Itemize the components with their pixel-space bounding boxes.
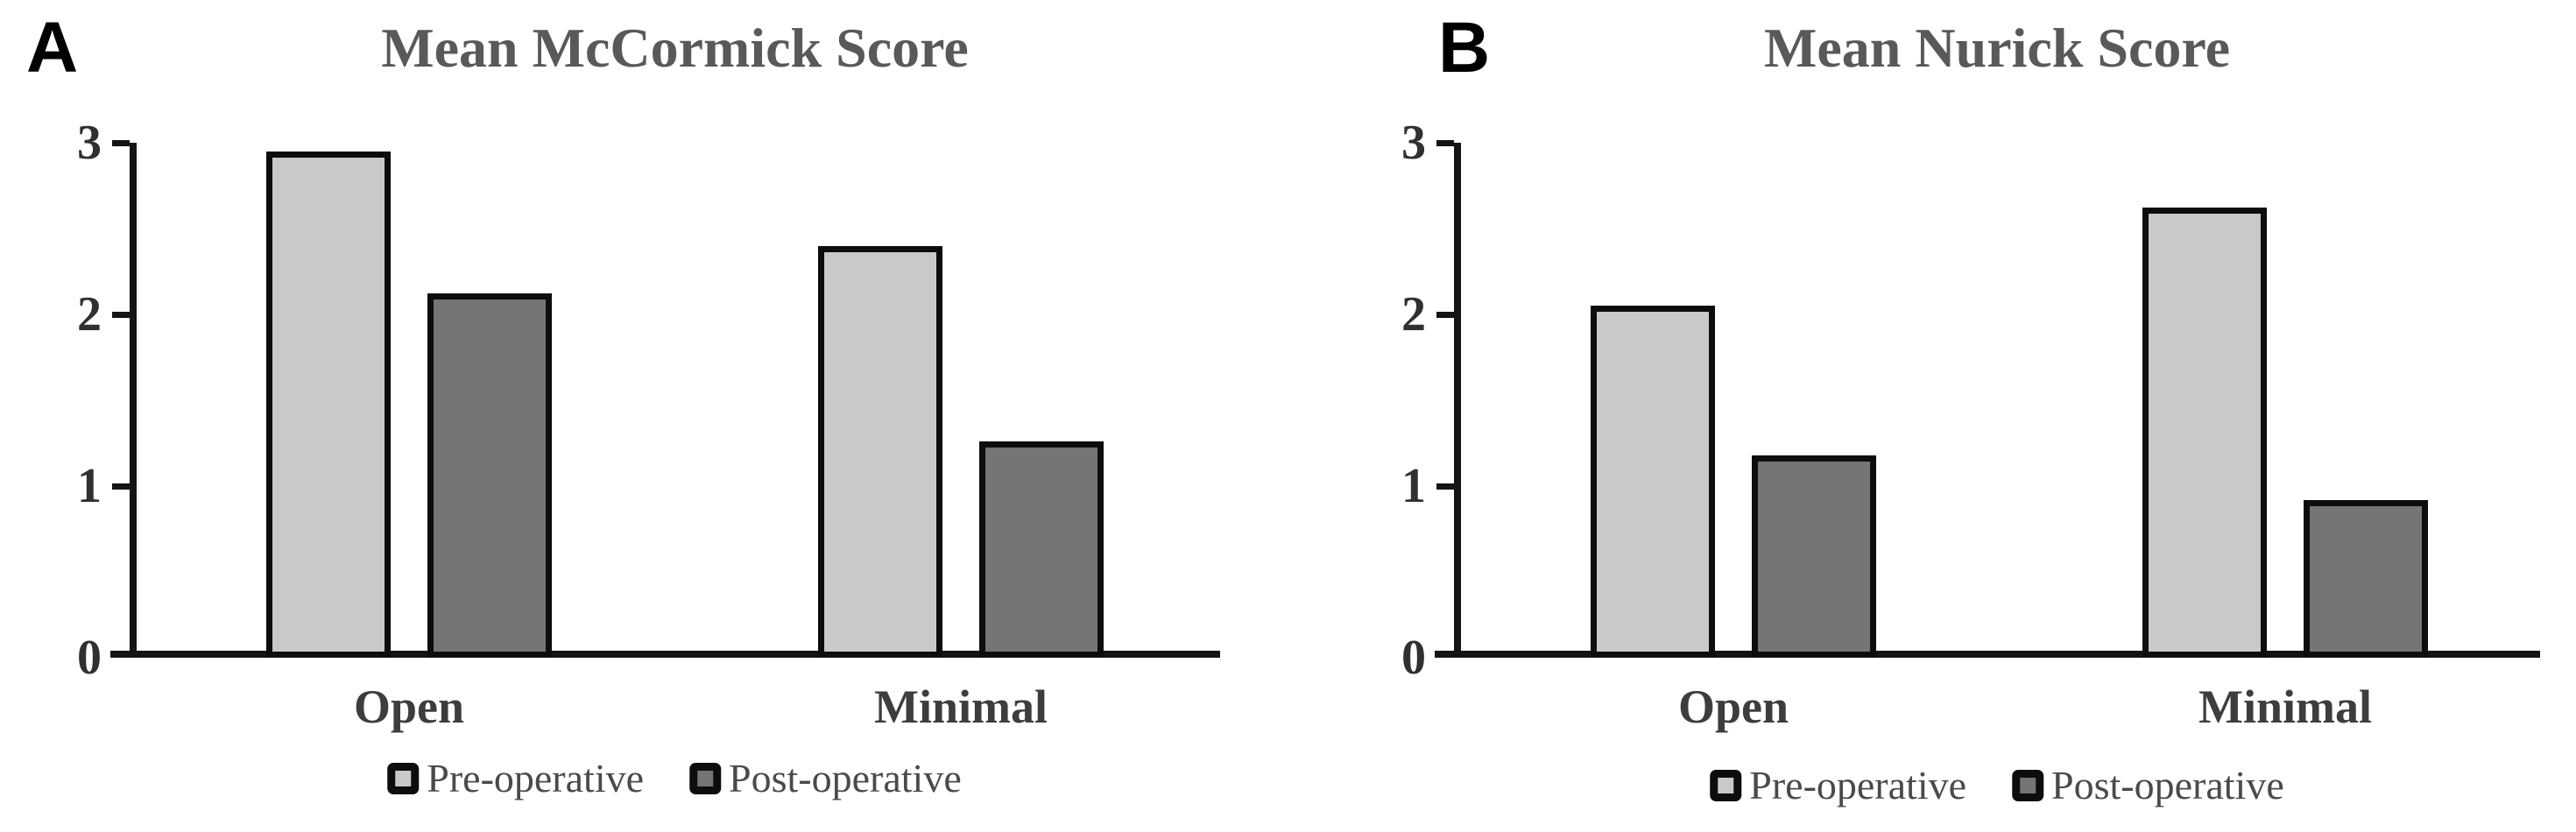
chart-a-legend: Pre-operative Post-operative — [387, 758, 962, 799]
legend-label-post-operative: Post-operative — [729, 756, 962, 800]
bar-post-operative-minimal — [2304, 500, 2428, 658]
y-tick-label-1: 1 — [1401, 459, 1426, 513]
category-label-minimal: Minimal — [874, 680, 1048, 733]
legend-item-post-operative: Post-operative — [2012, 765, 2284, 806]
y-tick-mark-1 — [112, 483, 130, 490]
chart-b-legend: Pre-operative Post-operative — [1710, 765, 2284, 806]
legend-label-pre-operative: Pre-operative — [427, 756, 645, 800]
legend-label-post-operative: Post-operative — [2051, 763, 2284, 807]
legend-item-post-operative: Post-operative — [689, 758, 962, 799]
y-tick-label-2: 2 — [1401, 287, 1426, 342]
bar-pre-operative-open — [266, 152, 391, 658]
bar-pre-operative-minimal — [818, 246, 942, 658]
bar-post-operative-open — [427, 293, 552, 658]
legend-item-pre-operative: Pre-operative — [1710, 765, 1966, 806]
bar-pre-operative-open — [1591, 306, 1715, 658]
legend-item-pre-operative: Pre-operative — [387, 758, 644, 799]
bar-post-operative-minimal — [979, 441, 1104, 658]
chart-a-y-axis-line — [130, 143, 137, 658]
pre-operative-swatch-icon — [387, 763, 420, 794]
chart-b-title: Mean Nurick Score — [1763, 17, 2231, 79]
bar-pre-operative-minimal — [2142, 208, 2267, 658]
y-tick-label-0: 0 — [77, 631, 102, 685]
category-label-open: Open — [1677, 680, 1789, 733]
chart-b-category-labels: Open Minimal — [1454, 683, 2540, 744]
chart-a-x-axis-line — [110, 651, 1220, 658]
post-operative-swatch-icon — [689, 763, 722, 794]
chart-a-plot-area: 3 2 1 0 — [77, 118, 1220, 682]
y-tick-label-3: 3 — [77, 116, 102, 170]
y-tick-mark-2 — [1436, 312, 1454, 318]
panel-a-label: A — [26, 8, 79, 88]
y-tick-label-0: 0 — [1401, 631, 1426, 685]
y-tick-label-2: 2 — [77, 287, 102, 342]
chart-b-x-axis-line — [1435, 651, 2540, 658]
chart-b-y-axis-line — [1454, 143, 1461, 658]
category-label-open: Open — [353, 680, 465, 733]
y-tick-label-1: 1 — [77, 459, 102, 513]
y-tick-mark-3 — [112, 140, 130, 146]
pre-operative-swatch-icon — [1710, 770, 1742, 801]
category-label-minimal: Minimal — [2198, 680, 2372, 733]
chart-a-category-labels: Open Minimal — [130, 683, 1220, 744]
panel-b-label: B — [1438, 8, 1491, 88]
chart-a-title: Mean McCormick Score — [381, 17, 969, 79]
y-tick-mark-3 — [1436, 140, 1454, 146]
bar-post-operative-open — [1752, 455, 1876, 658]
y-tick-mark-2 — [112, 312, 130, 318]
y-tick-label-3: 3 — [1401, 116, 1426, 170]
chart-b-plot-area: 3 2 1 0 — [1401, 118, 2540, 682]
legend-label-pre-operative: Pre-operative — [1749, 763, 1967, 807]
post-operative-swatch-icon — [2012, 770, 2044, 801]
y-tick-mark-1 — [1436, 483, 1454, 490]
